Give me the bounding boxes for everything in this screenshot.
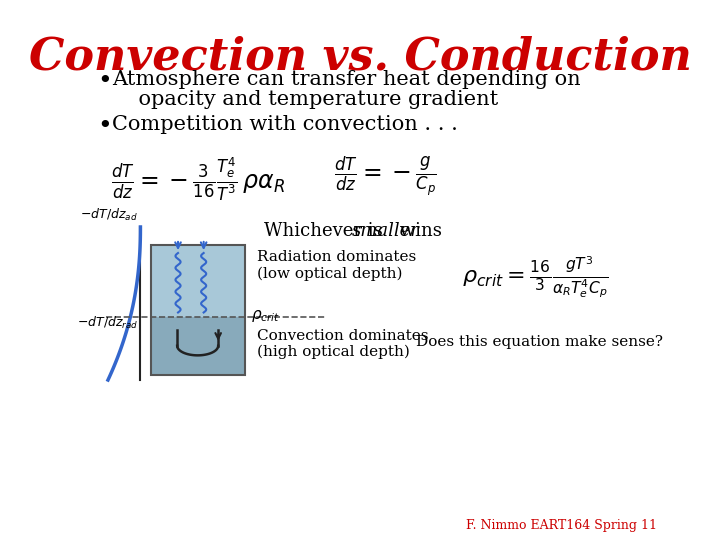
Text: Does this equation make sense?: Does this equation make sense? — [416, 335, 663, 349]
Text: Whichever is: Whichever is — [264, 222, 389, 240]
Text: $\rho_{crit}$: $\rho_{crit}$ — [251, 308, 281, 325]
Text: opacity and temperature gradient: opacity and temperature gradient — [112, 90, 498, 109]
Text: smaller: smaller — [351, 222, 419, 240]
Text: Radiation dominates
(low optical depth): Radiation dominates (low optical depth) — [258, 250, 417, 281]
Bar — [150, 316, 245, 375]
Text: Atmosphere can transfer heat depending on: Atmosphere can transfer heat depending o… — [112, 70, 581, 89]
Text: wins: wins — [394, 222, 442, 240]
Text: •: • — [97, 115, 112, 138]
Text: •: • — [97, 70, 112, 93]
Text: $-dT/dz_{ad}$: $-dT/dz_{ad}$ — [80, 207, 138, 223]
Bar — [150, 245, 245, 375]
Text: $\rho_{crit} = \frac{16}{3}\frac{gT^3}{\alpha_R T_e^4 C_p}$: $\rho_{crit} = \frac{16}{3}\frac{gT^3}{\… — [462, 255, 608, 301]
Text: Competition with convection . . .: Competition with convection . . . — [112, 115, 458, 134]
Text: F. Nimmo EART164 Spring 11: F. Nimmo EART164 Spring 11 — [467, 519, 657, 532]
Text: $\frac{dT}{dz} = -\frac{g}{C_p}$: $\frac{dT}{dz} = -\frac{g}{C_p}$ — [334, 155, 437, 200]
Text: $\frac{dT}{dz} = -\frac{3}{16}\frac{T_e^4}{T^3}\,\rho\alpha_R$: $\frac{dT}{dz} = -\frac{3}{16}\frac{T_e^… — [111, 155, 284, 203]
Text: Convection dominates
(high optical depth): Convection dominates (high optical depth… — [258, 328, 429, 359]
Text: $-dT/dz_{rad}$: $-dT/dz_{rad}$ — [76, 314, 138, 330]
Bar — [150, 245, 245, 316]
Text: Convection vs. Conduction: Convection vs. Conduction — [29, 35, 691, 78]
